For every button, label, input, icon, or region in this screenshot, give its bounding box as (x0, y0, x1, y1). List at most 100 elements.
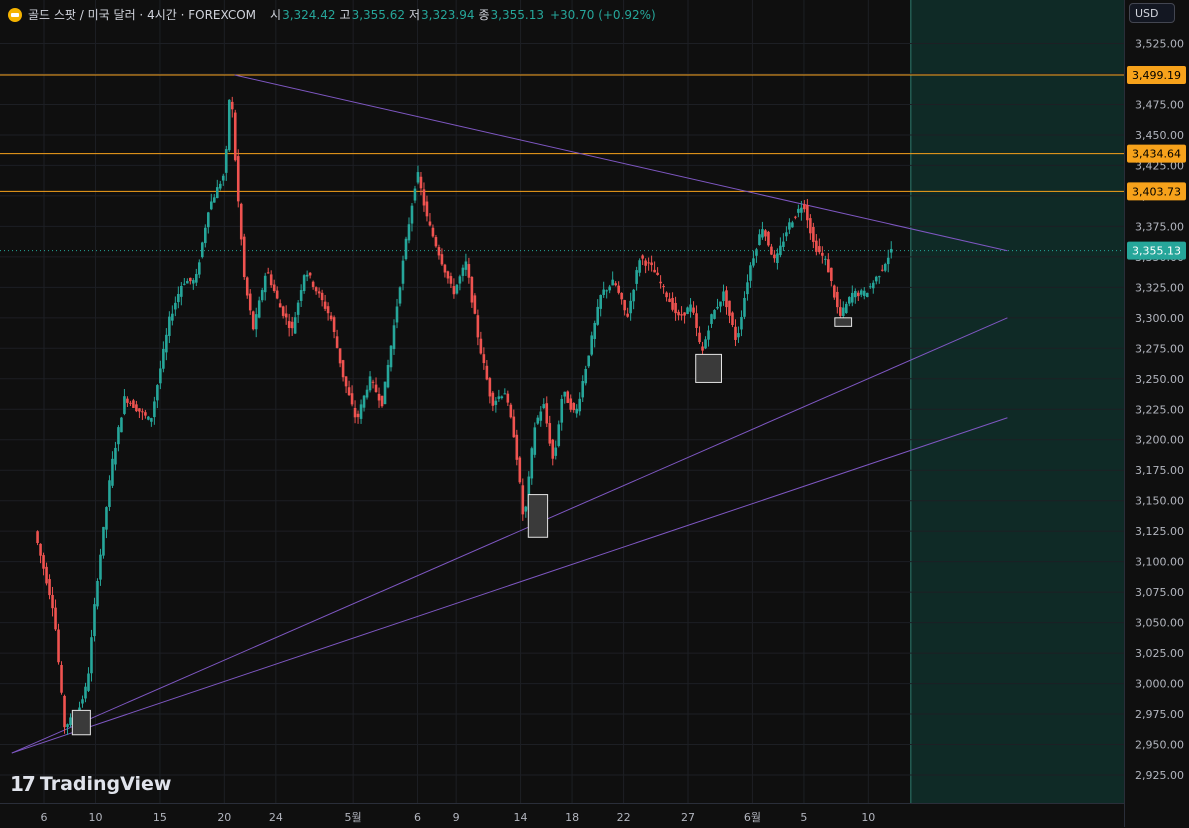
candle-body (159, 368, 162, 384)
candle-body (416, 172, 420, 183)
candle-body (566, 391, 570, 403)
candle-body (695, 313, 698, 328)
price-axis-labels: 2,925.00 2,950.00 2,975.00 3,000.00 3,025.00… (1127, 38, 1186, 782)
candle-body (99, 554, 102, 580)
candle-body (485, 365, 489, 380)
candle-body (257, 300, 261, 318)
candle-body (512, 416, 516, 438)
candle-body (186, 281, 189, 284)
candle-body (386, 364, 390, 388)
time-tick-label: 14 (514, 811, 528, 824)
candle-body (536, 417, 540, 424)
time-axis-labels: 6 10 15 20 24 5월 6 9 14 18 22 27 6월 5 10 (41, 811, 876, 824)
candle-body (641, 255, 644, 259)
candle-body (39, 543, 42, 556)
candle-body (93, 604, 96, 637)
candle-body (803, 204, 806, 210)
price-tick-label: 3,000.00 (1135, 678, 1184, 691)
low-label: 저 (409, 8, 421, 22)
candle-body (578, 398, 582, 412)
candle-body (491, 392, 495, 406)
candle-body (165, 334, 168, 353)
candle-body (126, 398, 129, 403)
candle-body (719, 301, 722, 307)
price-tick-label: 3,425.00 (1135, 159, 1184, 172)
candle-body (410, 205, 414, 224)
candle-body (476, 315, 480, 338)
level-price-label: 3,499.19 (1132, 69, 1181, 82)
candle-body (554, 447, 558, 456)
price-tick-label: 3,475.00 (1135, 98, 1184, 111)
candle-body (865, 292, 869, 298)
candle-body (782, 241, 785, 247)
candle-body (506, 393, 510, 403)
trendline (11, 317, 1008, 754)
candle-body (824, 258, 827, 260)
candle-body (563, 391, 567, 397)
support-box (527, 494, 549, 538)
candle-body (212, 197, 216, 203)
candle-body (740, 316, 743, 330)
candle-body (683, 312, 686, 316)
candle-body (392, 325, 396, 350)
candle-body (758, 234, 761, 246)
candle-body (434, 237, 438, 247)
change-value: +30.70 (+0.92%) (549, 7, 656, 22)
candle-body (332, 317, 336, 332)
candle-body (599, 294, 602, 309)
candle-body (36, 531, 39, 544)
candle-body (245, 277, 249, 296)
candle-body (497, 396, 501, 399)
candle-body (500, 396, 504, 399)
candle-body (776, 253, 779, 264)
price-axis[interactable]: 2,925.00 2,950.00 2,975.00 3,000.00 3,025.00… (1124, 0, 1189, 827)
close-label: 종 (478, 8, 490, 22)
currency-selector[interactable]: USD (1129, 3, 1175, 23)
candle-body (575, 408, 579, 414)
candle-body (716, 306, 719, 309)
candle-body (275, 290, 279, 299)
price-tick-label: 3,250.00 (1135, 373, 1184, 386)
price-tick-label: 2,950.00 (1135, 739, 1184, 752)
trendline (11, 417, 1008, 754)
candle-body (710, 314, 713, 324)
candle-body (141, 411, 144, 413)
candle-body (479, 338, 483, 354)
candle-body (842, 307, 845, 317)
candle-body (233, 112, 237, 161)
candle-body (704, 339, 707, 349)
candle-body (755, 249, 758, 256)
chart-area[interactable] (0, 0, 1124, 803)
time-axis[interactable]: 6 10 15 20 24 5월 6 9 14 18 22 27 6월 5 10 (0, 803, 1124, 828)
candle-body (632, 289, 635, 302)
symbol-title[interactable]: 골드 스팟 / 미국 달러 · 4시간 · FOREXCOM (28, 8, 257, 22)
candle-body (443, 264, 447, 273)
candle-body (377, 393, 381, 401)
candle-body (830, 267, 833, 282)
candle-body (395, 306, 399, 323)
price-tick-label: 3,075.00 (1135, 586, 1184, 599)
candle-body (437, 247, 441, 256)
level-price-badge (1127, 182, 1186, 201)
candle-body (422, 189, 426, 206)
candle-body (135, 404, 138, 412)
candle-body (749, 265, 752, 281)
candle-body (90, 637, 93, 674)
candle-body (338, 348, 342, 364)
open-label: 시 (270, 8, 282, 22)
candle-body (692, 307, 695, 313)
candle-body (218, 183, 222, 189)
price-chart-plot[interactable] (0, 0, 1124, 803)
candle-body (105, 507, 108, 530)
candle-body (455, 284, 459, 294)
candle-body (168, 316, 171, 336)
candle-body (350, 393, 354, 405)
candle-body (533, 427, 537, 455)
candle-body (662, 286, 665, 288)
candle-body (63, 695, 66, 728)
tradingview-logo[interactable]: 17 TradingView (10, 772, 171, 796)
candle-body (425, 201, 429, 217)
candle-body (45, 566, 48, 584)
candle-body (647, 262, 650, 264)
candle-body (785, 232, 788, 237)
